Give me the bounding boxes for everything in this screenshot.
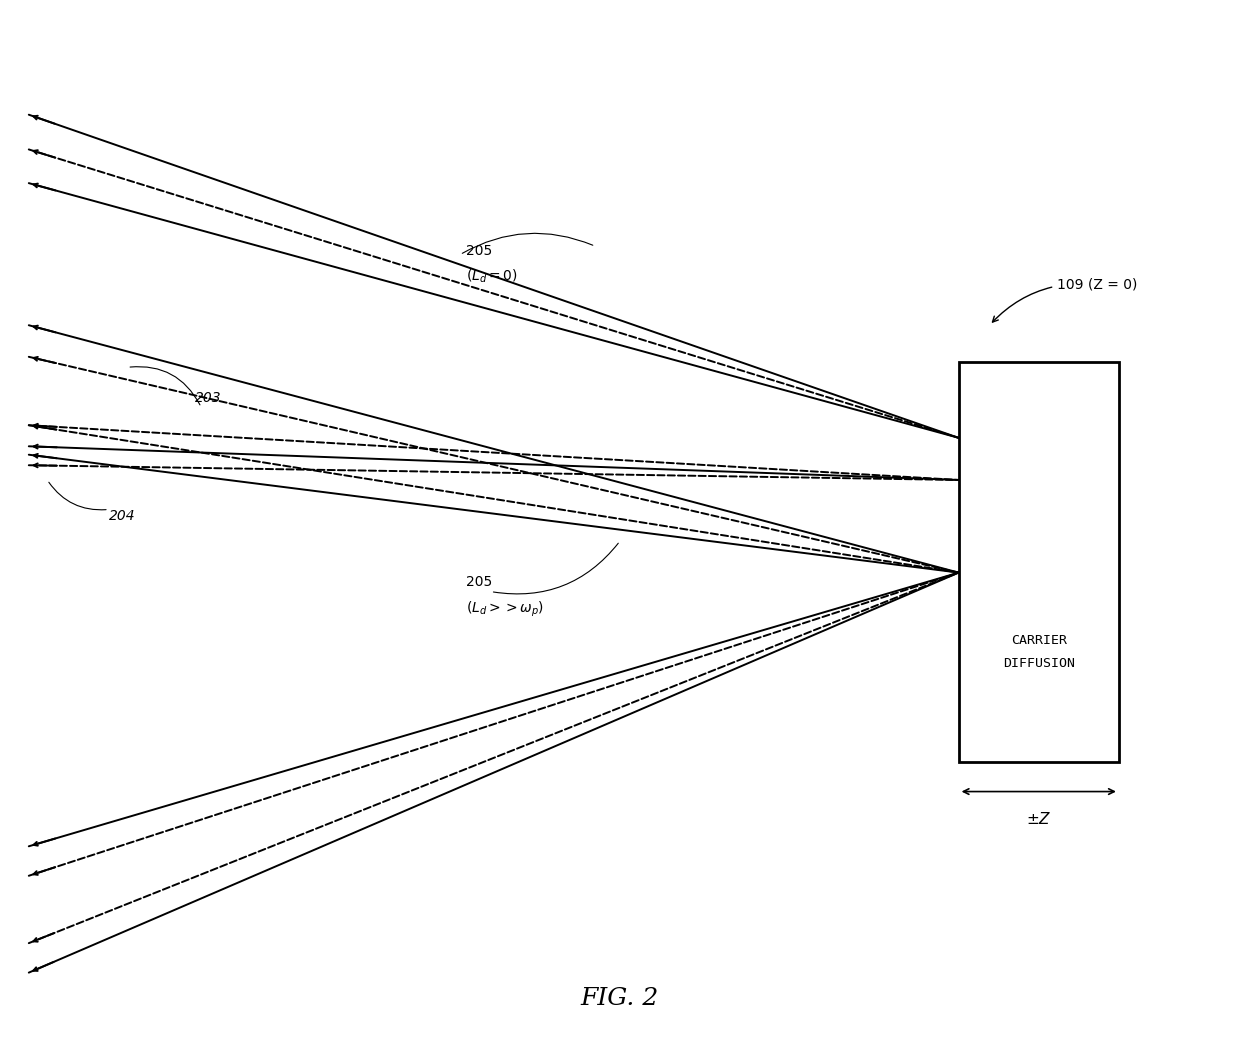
Text: FIG. 2: FIG. 2 <box>580 988 660 1010</box>
Text: $(L_d = 0)$: $(L_d = 0)$ <box>466 268 518 285</box>
Text: 109 (Z = 0): 109 (Z = 0) <box>992 277 1137 323</box>
Text: 205: 205 <box>466 244 492 258</box>
Text: 205: 205 <box>466 575 492 589</box>
Text: $(L_d >> \omega_p)$: $(L_d >> \omega_p)$ <box>466 599 544 619</box>
Text: 204: 204 <box>109 509 135 523</box>
Text: $\pm Z$: $\pm Z$ <box>1025 811 1052 827</box>
Text: CARRIER
DIFFUSION: CARRIER DIFFUSION <box>1003 633 1075 669</box>
Text: 203: 203 <box>195 392 222 405</box>
Bar <box>959 362 1118 762</box>
